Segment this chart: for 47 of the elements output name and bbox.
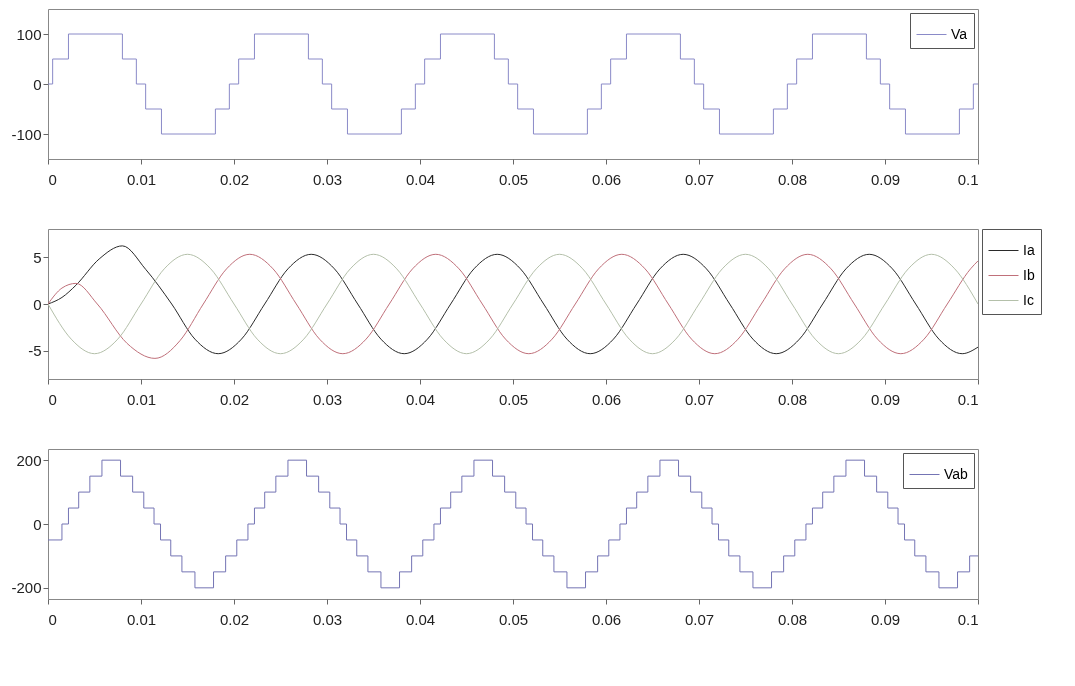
legend-label: Va xyxy=(951,25,968,42)
x-tick-label: 0.07 xyxy=(684,610,715,628)
x-tick-label: 0.08 xyxy=(777,390,808,408)
x-tick-label: 0.08 xyxy=(777,170,808,188)
legend-label: Ic xyxy=(1023,291,1034,308)
y-tick-label: 0 xyxy=(33,515,42,533)
x-tick-label: 0.06 xyxy=(591,170,622,188)
legend-label: Ia xyxy=(1023,241,1035,258)
x-tick-label: 0.03 xyxy=(312,170,343,188)
y-tick-label: 5 xyxy=(33,248,42,266)
x-tick-label: 0.02 xyxy=(219,170,250,188)
x-tick-label: 0.1 xyxy=(957,170,979,188)
x-tick-label: 0.09 xyxy=(870,170,901,188)
x-tick-label: 0.07 xyxy=(684,170,715,188)
x-tick-label: 0.01 xyxy=(126,610,157,628)
x-tick-label: 0.03 xyxy=(312,390,343,408)
legend-label: Vab xyxy=(944,465,969,482)
legend-label: Ib xyxy=(1023,266,1035,283)
x-tick-label: 0.01 xyxy=(126,170,157,188)
x-tick-label: 0.01 xyxy=(126,390,157,408)
x-tick-label: 0 xyxy=(48,170,57,188)
x-tick-label: 0.04 xyxy=(405,610,436,628)
y-tick-label: 100 xyxy=(16,25,42,43)
x-tick-label: 0.07 xyxy=(684,390,715,408)
x-tick-label: 0.02 xyxy=(219,390,250,408)
x-tick-label: 0 xyxy=(48,610,57,628)
x-tick-label: 0.03 xyxy=(312,610,343,628)
x-tick-label: 0.04 xyxy=(405,170,436,188)
x-tick-label: 0.05 xyxy=(498,390,529,408)
x-tick-label: 0.1 xyxy=(957,610,979,628)
y-tick-label: 0 xyxy=(33,75,42,93)
x-tick-label: 0.05 xyxy=(498,170,529,188)
x-tick-label: 0.1 xyxy=(957,390,979,408)
x-tick-label: 0.06 xyxy=(591,610,622,628)
y-tick-label: 0 xyxy=(33,295,42,313)
y-tick-label: -100 xyxy=(11,125,42,143)
x-tick-label: 0.09 xyxy=(870,610,901,628)
x-tick-label: 0.05 xyxy=(498,610,529,628)
y-tick-label: -5 xyxy=(28,342,42,360)
y-tick-label: -200 xyxy=(11,579,42,597)
x-tick-label: 0.02 xyxy=(219,610,250,628)
x-tick-label: 0.08 xyxy=(777,610,808,628)
y-tick-label: 200 xyxy=(16,451,42,469)
x-tick-label: 0.09 xyxy=(870,390,901,408)
x-tick-label: 0 xyxy=(48,390,57,408)
x-tick-label: 0.04 xyxy=(405,390,436,408)
x-tick-label: 0.06 xyxy=(591,390,622,408)
